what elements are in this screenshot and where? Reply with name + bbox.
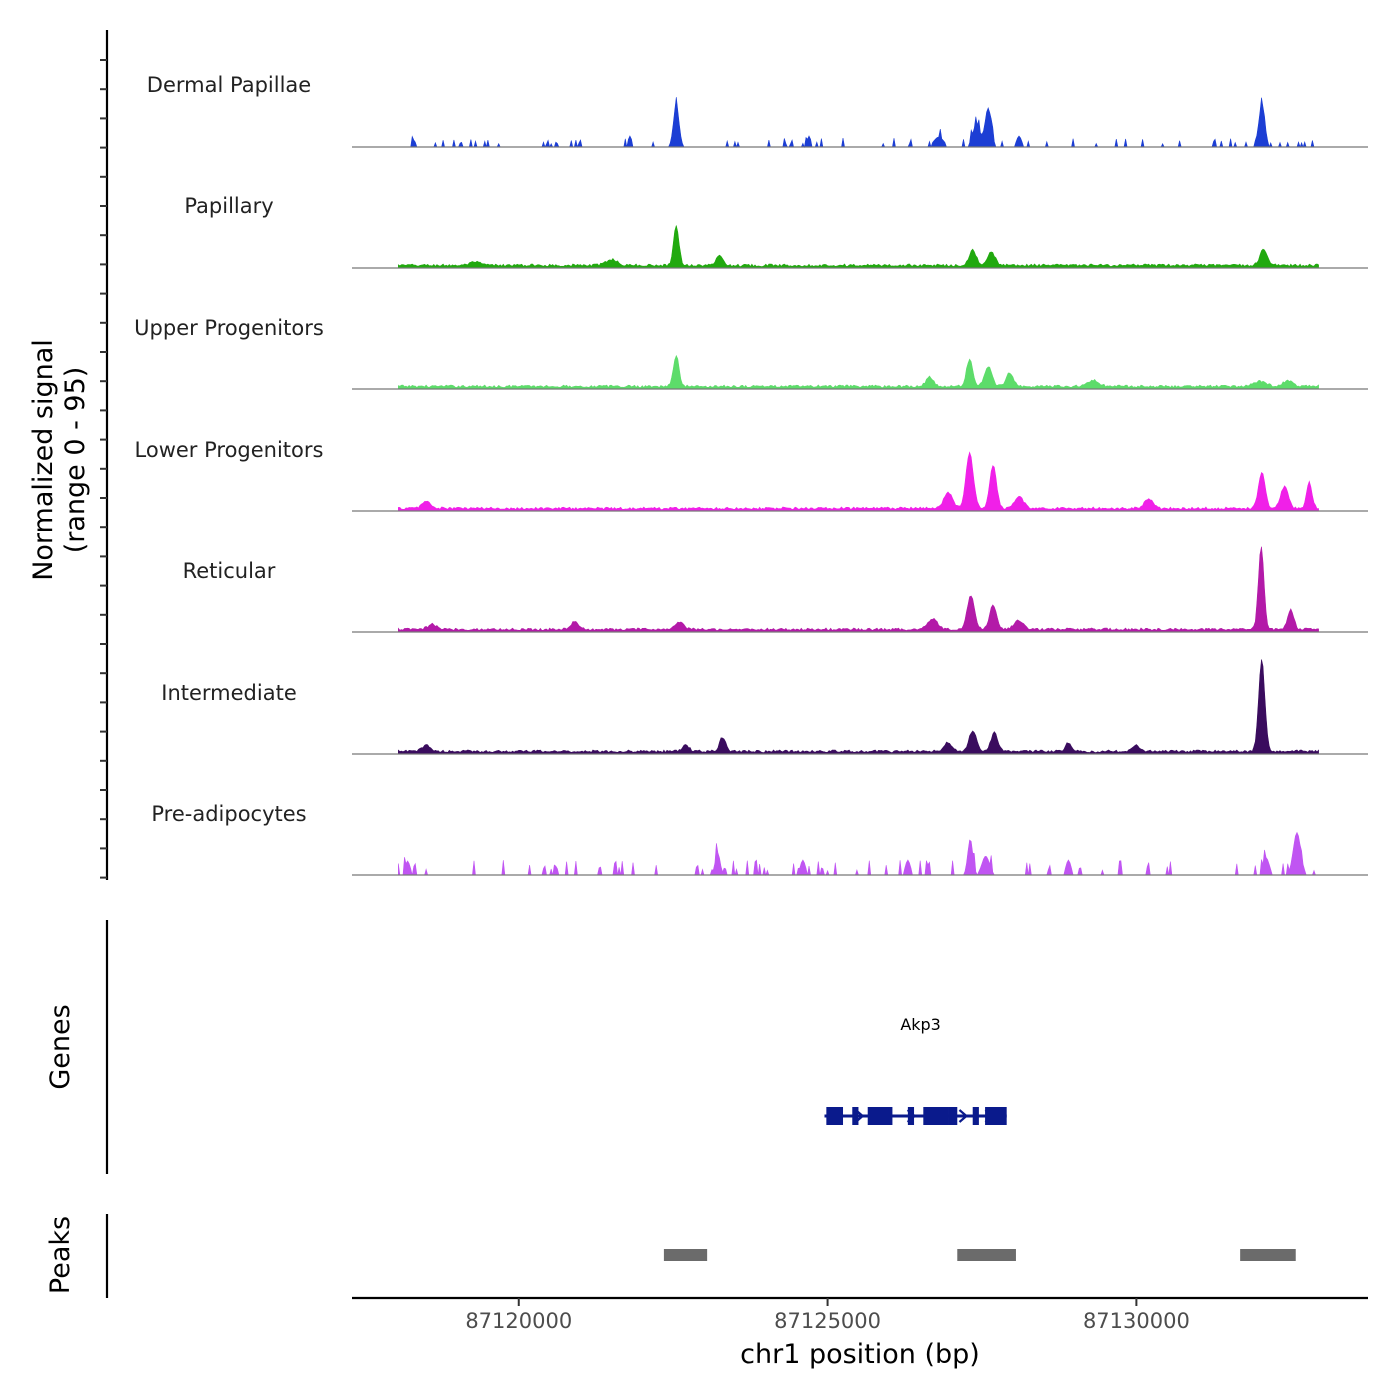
x-tick-label: 87120000 xyxy=(465,1309,572,1333)
gene-name-label: Akp3 xyxy=(900,1015,941,1034)
x-axis-title: chr1 position (bp) xyxy=(740,1339,980,1370)
track-lower-progenitors: Lower Progenitors xyxy=(135,438,1368,512)
peak-panel xyxy=(663,1249,1296,1261)
peak-region xyxy=(957,1249,1016,1261)
coverage-area xyxy=(398,659,1319,755)
track-label: Upper Progenitors xyxy=(134,316,324,340)
exon-block xyxy=(972,1107,979,1125)
x-axis: 87120000 87125000 87130000 xyxy=(352,1296,1368,1333)
y-axis-title-line1: Normalized signal xyxy=(28,339,59,581)
track-label: Reticular xyxy=(183,559,276,583)
gene-akp3: Akp3 xyxy=(824,1015,1007,1125)
track-pre-adipocytes: Pre-adipocytes xyxy=(151,802,1368,877)
x-tick-label: 87130000 xyxy=(1083,1309,1190,1333)
exon-block xyxy=(923,1107,949,1125)
signal-tracks: Dermal Papillae Papillary Upper Progenitor… xyxy=(134,73,1368,877)
exon-block xyxy=(948,1107,958,1125)
x-tick-label: 87125000 xyxy=(774,1309,881,1333)
peak-region xyxy=(663,1249,708,1261)
track-label: Dermal Papillae xyxy=(147,73,311,97)
gene-panel: Akp3 xyxy=(824,1015,1007,1125)
exon-block xyxy=(867,1107,893,1125)
track-upper-progenitors: Upper Progenitors xyxy=(134,316,1368,390)
peak-region xyxy=(1240,1249,1296,1261)
coverage-area xyxy=(398,546,1319,633)
track-intermediate: Intermediate xyxy=(161,659,1368,755)
genes-axis-title: Genes xyxy=(45,1004,76,1089)
y-axis-title-line2: (range 0 - 95) xyxy=(60,367,91,554)
coverage-area xyxy=(398,354,1319,390)
strand-arrow xyxy=(958,1109,969,1123)
track-dermal-papillae: Dermal Papillae xyxy=(147,73,1368,149)
peaks-axis-title: Peaks xyxy=(45,1216,76,1294)
track-reticular: Reticular xyxy=(183,546,1368,633)
coverage-area xyxy=(398,831,1319,877)
y-axes xyxy=(100,30,109,1298)
track-label: Lower Progenitors xyxy=(135,438,324,462)
exon-block xyxy=(985,1107,1007,1125)
coverage-area xyxy=(398,97,1319,149)
track-papillary: Papillary xyxy=(184,194,1368,269)
exon-block xyxy=(907,1107,915,1125)
coverage-area xyxy=(398,451,1319,512)
coverage-area xyxy=(398,225,1319,269)
exon-block xyxy=(826,1107,844,1125)
exon-block xyxy=(852,1107,859,1125)
track-label: Papillary xyxy=(184,194,273,218)
track-label: Intermediate xyxy=(161,681,297,705)
track-label: Pre-adipocytes xyxy=(151,802,306,826)
